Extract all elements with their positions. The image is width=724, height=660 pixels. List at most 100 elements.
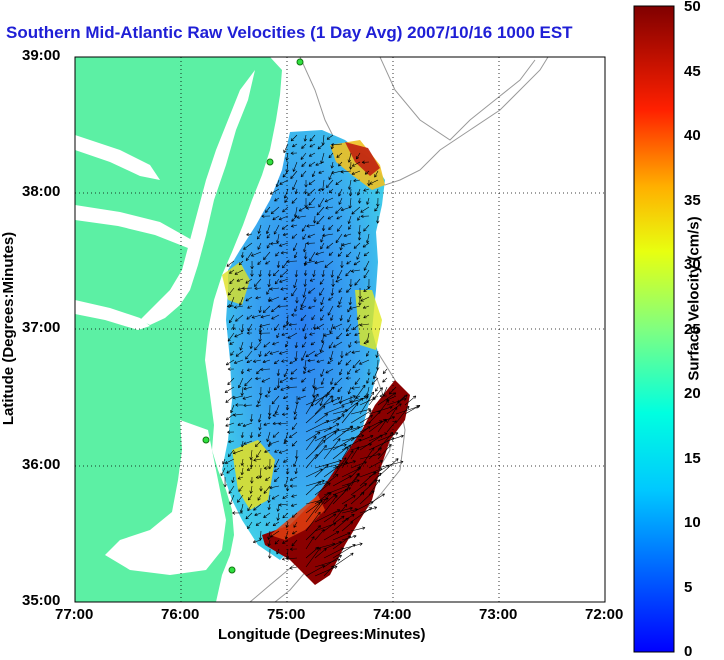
velocity-vector [347,386,352,395]
velocity-vector [297,395,307,400]
velocity-vector [291,440,298,447]
velocity-vector [311,314,316,321]
velocity-vector [332,323,343,329]
velocity-vector [360,296,370,302]
velocity-vector [371,377,379,385]
velocity-vector [363,287,370,292]
velocity-vector [386,403,402,415]
velocity-vector [246,314,253,320]
velocity-vector [332,414,345,424]
velocity-vector [312,269,316,278]
velocity-vector [307,358,316,363]
velocity-vector [280,251,289,255]
velocity-vector [247,305,253,309]
velocity-vector [293,413,298,420]
velocity-vector [250,251,262,257]
velocity-vector [364,170,370,175]
colorbar-tick: 25 [684,321,701,338]
velocity-vector [246,331,253,335]
velocity-vector [267,413,272,420]
velocity-vector [336,224,343,232]
x-tick-label: 74:00 [373,606,412,623]
y-tick-label: 36:00 [22,456,61,473]
velocity-vector [306,241,316,245]
velocity-vector [293,404,298,415]
velocity-vector [314,565,338,577]
velocity-vector [332,446,349,460]
velocity-vector [231,476,235,484]
velocity-vector [314,386,335,406]
velocity-vector [269,287,280,291]
velocity-vector [266,431,271,442]
velocity-vector [314,350,325,357]
velocity-vector [233,305,244,309]
velocity-vector [268,548,272,559]
velocity-vector [319,395,325,406]
velocity-vector [289,376,298,381]
velocity-vector [340,260,344,269]
velocity-vector [233,359,244,364]
velocity-vector [327,305,334,316]
velocity-vector [291,287,298,297]
velocity-vector [308,305,316,310]
velocity-vector [320,242,325,250]
velocity-vector [301,161,307,168]
velocity-vector [266,233,271,239]
velocity-vector [353,242,361,249]
velocity-vector [273,467,280,473]
velocity-vector [377,432,399,442]
velocity-vector [323,547,344,559]
velocity-vector [303,134,308,142]
velocity-vector [368,410,381,424]
velocity-vector [279,377,289,383]
velocity-vector [379,394,388,398]
velocity-vector [295,449,299,459]
velocity-vector [245,512,253,520]
velocity-vector [316,215,325,225]
velocity-vector [363,341,370,345]
velocity-vector [279,278,289,283]
velocity-vector [258,422,262,431]
velocity-vector [359,391,375,415]
velocity-vector [377,431,394,451]
velocity-vector [347,305,352,313]
velocity-vector [225,359,235,366]
velocity-vector [305,500,323,523]
velocity-vector [229,269,235,274]
velocity-vector [258,331,271,335]
velocity-vector [319,305,325,312]
velocity-vector [252,539,262,544]
velocity-vector [257,224,262,234]
velocity-vector [289,476,298,481]
velocity-vector [386,406,398,424]
velocity-vector [303,242,307,253]
velocity-vector [227,367,235,371]
velocity-vector [223,476,227,488]
velocity-vector [257,242,262,250]
velocity-vector [252,359,262,363]
velocity-vector [323,332,334,337]
velocity-vector [250,476,254,484]
velocity-vector [305,350,316,358]
velocity-vector [345,376,352,380]
velocity-vector [263,466,271,470]
velocity-vector [267,539,271,547]
velocity-vector [300,296,307,308]
velocity-vector [320,368,325,377]
velocity-vector [272,521,280,527]
chesapeake-bay [140,70,255,325]
velocity-vector [293,206,298,218]
velocity-vector [376,197,380,207]
velocity-vector [368,432,388,442]
velocity-vector [267,494,271,504]
velocity-vector [229,341,235,345]
velocity-vector [337,251,343,257]
velocity-vector [320,314,325,321]
velocity-vector [267,269,272,277]
velocity-vector [227,287,235,296]
velocity-vector [279,242,289,247]
velocity-vector [351,170,361,175]
velocity-vector [226,260,235,267]
velocity-vector [395,405,410,424]
velocity-vector [251,314,262,319]
